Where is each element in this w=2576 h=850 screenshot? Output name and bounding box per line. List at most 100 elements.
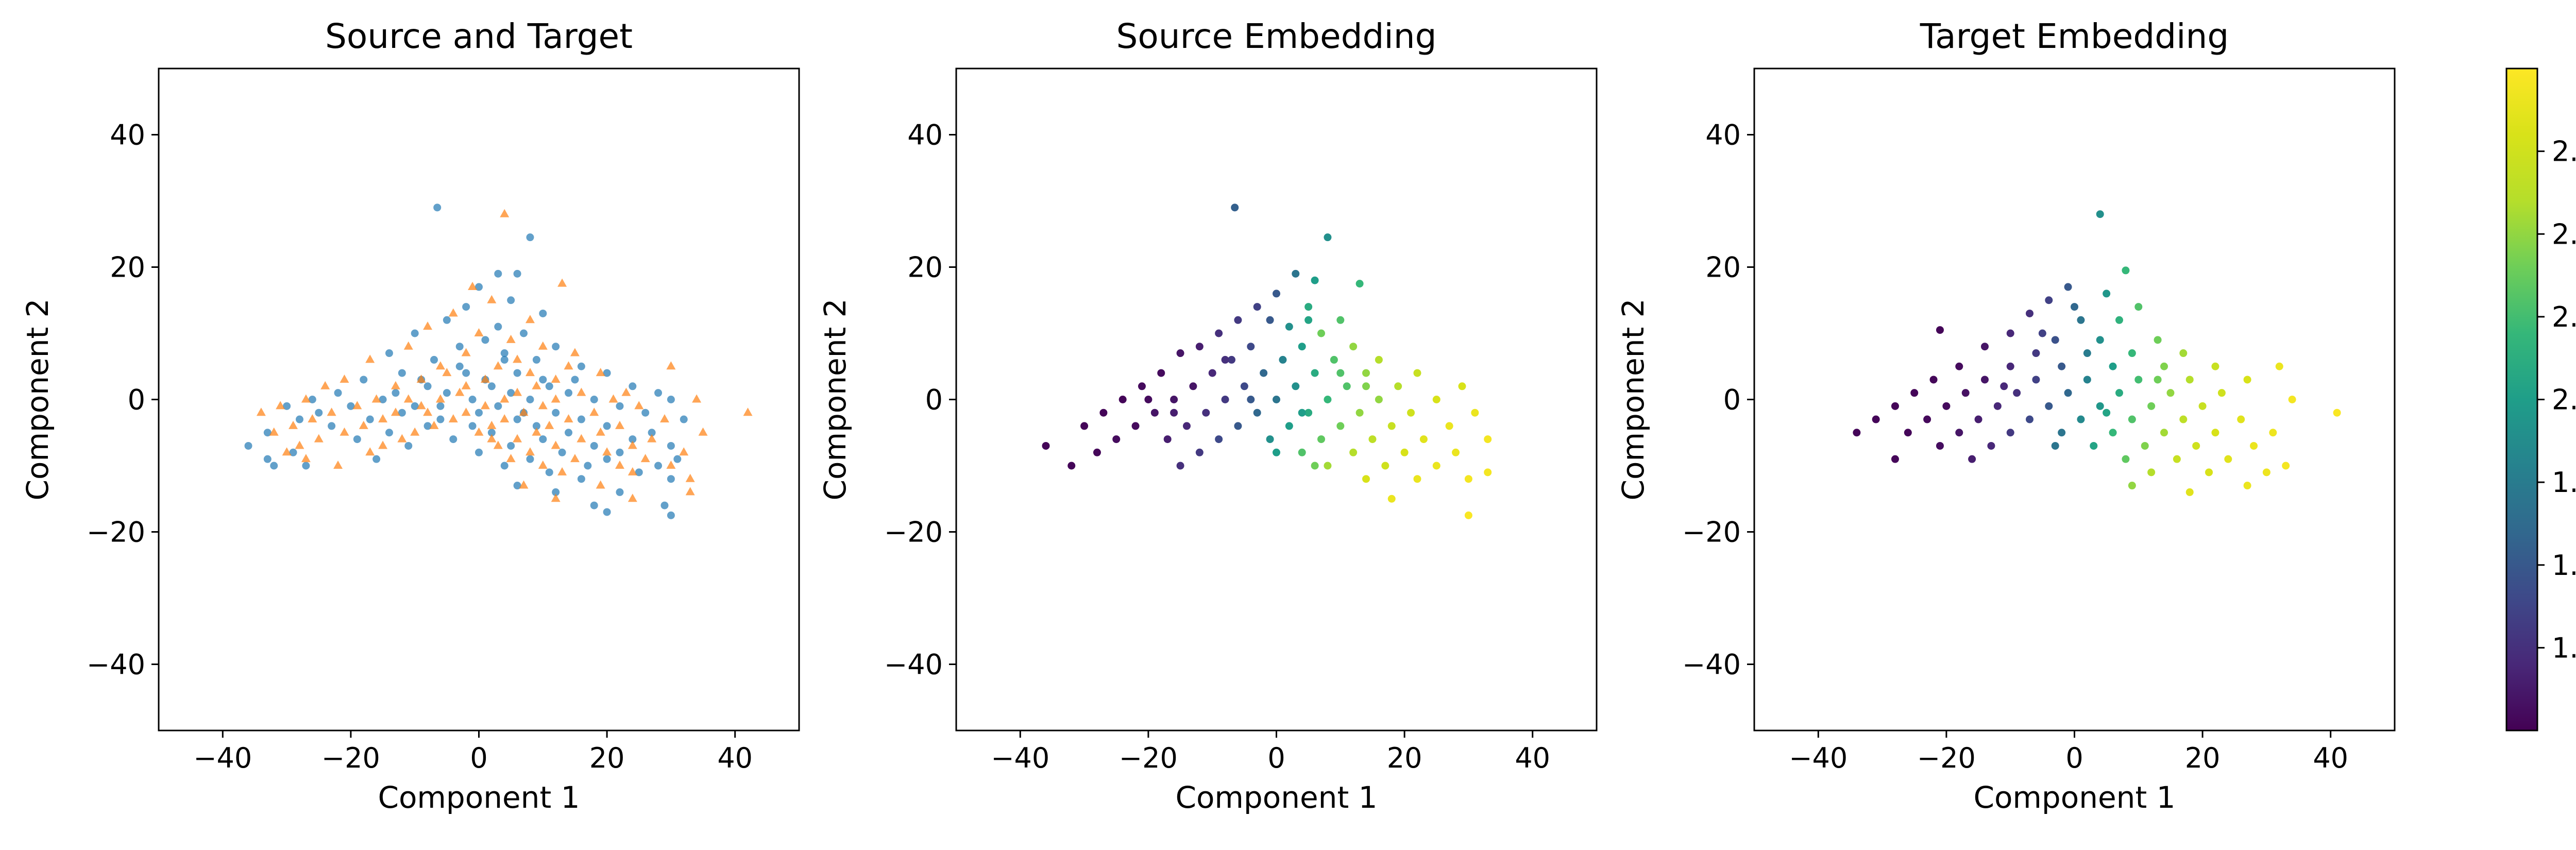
data-point	[1227, 355, 1235, 364]
data-point-triangle	[513, 434, 522, 443]
data-point	[1445, 422, 1453, 430]
data-point	[2096, 210, 2104, 218]
data-point	[1891, 402, 1899, 410]
points-layer	[244, 203, 753, 519]
data-point	[1343, 382, 1351, 390]
data-point	[475, 448, 483, 456]
data-point-triangle	[442, 368, 452, 377]
data-point	[1980, 343, 1989, 351]
data-point	[1407, 409, 1415, 417]
data-point-triangle	[301, 394, 311, 403]
data-point-triangle	[391, 381, 400, 389]
data-point-triangle	[461, 348, 471, 356]
data-point-triangle	[685, 487, 695, 496]
data-point	[1247, 343, 1255, 351]
data-point	[603, 508, 611, 516]
data-point-triangle	[435, 394, 445, 403]
data-point	[475, 409, 483, 417]
data-point	[1285, 422, 1293, 430]
data-point	[1195, 448, 1204, 456]
y-tick-label: 20	[1705, 251, 1741, 284]
data-point-triangle	[570, 348, 580, 356]
data-point	[2038, 329, 2046, 337]
data-point-triangle	[621, 387, 631, 396]
y-tick-label: 40	[110, 119, 145, 151]
data-point-triangle	[557, 278, 567, 287]
data-point	[1298, 409, 1306, 417]
data-point-triangle	[640, 454, 650, 463]
data-point-triangle	[513, 387, 522, 396]
data-point	[1292, 269, 1300, 278]
data-point	[1891, 455, 1899, 463]
data-point	[532, 355, 540, 364]
data-point	[468, 396, 477, 403]
data-point	[1955, 362, 1963, 370]
data-point	[2006, 362, 2014, 370]
data-point-triangle	[506, 454, 516, 463]
data-point-triangle	[692, 394, 702, 403]
data-point	[1349, 448, 1358, 456]
data-point	[507, 389, 515, 397]
data-point	[2179, 415, 2188, 423]
data-point	[347, 402, 355, 410]
data-point-triangle	[314, 434, 324, 443]
data-point	[334, 389, 342, 397]
data-point	[513, 269, 521, 278]
data-point	[1285, 322, 1293, 331]
data-point	[372, 455, 381, 463]
data-point	[616, 488, 624, 496]
data-point	[660, 501, 669, 509]
data-point	[513, 369, 521, 377]
data-point-triangle	[608, 394, 618, 403]
data-point	[475, 283, 483, 291]
data-point	[1432, 396, 1440, 403]
data-point	[1189, 382, 1197, 390]
y-axis-label: Component 2	[20, 298, 55, 500]
data-point-triangle	[487, 420, 497, 429]
data-point	[500, 349, 509, 358]
x-tick-label: 40	[2313, 742, 2348, 774]
data-point-triangle	[474, 427, 484, 436]
data-point-triangle	[615, 461, 624, 469]
data-point	[667, 475, 675, 483]
data-point	[2128, 349, 2136, 358]
data-point-triangle	[480, 374, 490, 383]
data-point-triangle	[538, 341, 548, 350]
data-point-triangle	[557, 467, 567, 475]
plot-frame	[158, 67, 800, 732]
data-point-triangle	[493, 440, 503, 449]
data-point	[1253, 409, 1261, 417]
data-point-triangle	[320, 381, 330, 389]
data-point	[667, 511, 675, 519]
data-point	[1330, 355, 1338, 364]
data-point	[1484, 435, 1492, 444]
data-point	[1273, 396, 1280, 403]
data-point	[1215, 329, 1223, 337]
data-point	[1464, 475, 1472, 483]
data-point-triangle	[532, 427, 541, 436]
data-point	[2154, 336, 2162, 344]
data-point-triangle	[628, 467, 637, 475]
data-point	[616, 402, 624, 410]
data-point-triangle	[500, 414, 510, 423]
chart-title: Source Embedding	[1116, 16, 1436, 56]
data-point	[1240, 382, 1248, 390]
data-point	[1304, 303, 1313, 311]
data-point	[641, 409, 650, 417]
data-point	[1311, 369, 1319, 377]
data-point	[507, 441, 515, 450]
colorbar-tick-label: 2.25	[2552, 301, 2576, 333]
data-point	[2083, 349, 2091, 358]
scatter-panel: −40 −20 0 20 40 −40 −20 0 20 40 Source Embedding Co…	[818, 16, 1598, 815]
data-point	[2237, 415, 2245, 423]
data-point	[2077, 316, 2085, 324]
data-point	[520, 329, 528, 337]
data-point	[1170, 396, 1178, 403]
y-tick-label: 20	[907, 251, 943, 284]
data-point	[423, 382, 432, 390]
data-point	[2166, 389, 2175, 397]
data-point-triangle	[429, 420, 439, 429]
colorbar-tick-label: 2.50	[2552, 218, 2576, 250]
data-point	[1298, 343, 1306, 351]
data-point-triangle	[666, 461, 676, 469]
